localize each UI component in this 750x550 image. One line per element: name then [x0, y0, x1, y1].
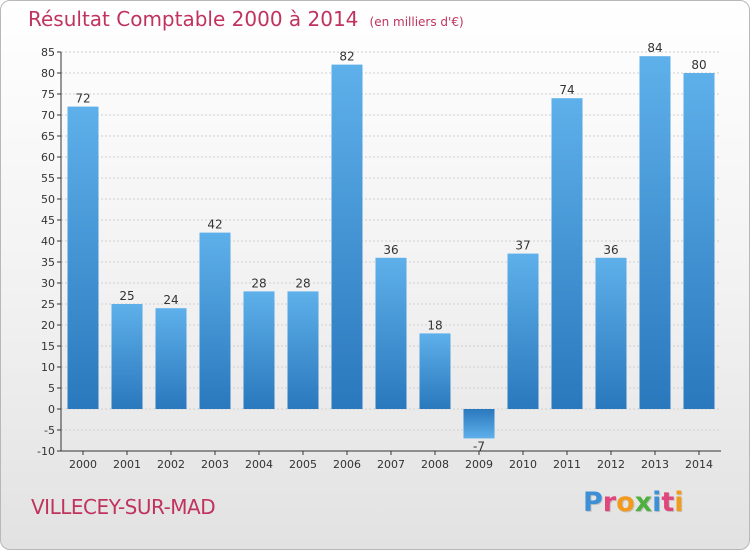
value-label-2007: 36 [383, 243, 398, 257]
x-tick-label-2002: 2002 [157, 458, 185, 471]
y-tick-label: 15 [41, 340, 55, 353]
bar-2001 [111, 304, 143, 409]
y-tick-label: 40 [41, 235, 55, 248]
value-label-2013: 84 [647, 41, 662, 55]
bar-2006 [331, 64, 363, 409]
x-tick-label-2014: 2014 [685, 458, 713, 471]
value-label-2005: 28 [295, 276, 310, 290]
logo-letter: i [674, 487, 684, 518]
bar-2011 [551, 98, 583, 409]
bar-2008 [419, 333, 451, 409]
bar-2002 [155, 308, 187, 409]
x-tick-label-2005: 2005 [289, 458, 317, 471]
logo-letter: o [616, 487, 635, 518]
labels: -10 -5 0 5 10 15 20 25 30 35 40 45 50 55 60 65 70 75 80 85 7… [37, 41, 713, 471]
x-tick-label-2001: 2001 [113, 458, 141, 471]
value-label-2011: 74 [559, 83, 574, 97]
commune-name: VILLECEY-SUR-MAD [31, 495, 216, 519]
y-tick-label: 20 [41, 319, 55, 332]
value-label-2008: 18 [427, 318, 442, 332]
chart-header: Résultat Comptable 2000 à 2014 (en milli… [28, 7, 464, 31]
y-tick-label: -5 [44, 424, 55, 437]
x-tick-label-2012: 2012 [597, 458, 625, 471]
y-tick-label: 75 [41, 88, 55, 101]
x-tick-label-2004: 2004 [245, 458, 273, 471]
bar-2013 [639, 56, 671, 409]
x-tick-label-2003: 2003 [201, 458, 229, 471]
axes [57, 51, 721, 455]
value-label-2000: 72 [75, 92, 90, 106]
x-tick-label-2006: 2006 [333, 458, 361, 471]
bar-2003 [199, 232, 231, 409]
bar-2000 [67, 106, 99, 409]
y-tick-label: 55 [41, 172, 55, 185]
value-label-2014: 80 [691, 58, 706, 72]
bar-2005 [287, 291, 319, 409]
bar-2012 [595, 257, 627, 409]
bar-2004 [243, 291, 275, 409]
y-tick-label: 65 [41, 130, 55, 143]
x-tick-label-2011: 2011 [553, 458, 581, 471]
y-tick-label: -10 [37, 445, 55, 458]
value-label-2004: 28 [251, 276, 266, 290]
x-tick-label-2008: 2008 [421, 458, 449, 471]
value-label-2009: -7 [473, 439, 485, 453]
x-tick-label-2010: 2010 [509, 458, 537, 471]
value-label-2003: 42 [207, 218, 222, 232]
chart-title: Résultat Comptable 2000 à 2014 [28, 7, 359, 31]
y-tick-label: 80 [41, 67, 55, 80]
chart-subtitle: (en milliers d'€) [369, 15, 464, 29]
x-tick-label-2007: 2007 [377, 458, 405, 471]
y-tick-label: 5 [48, 382, 55, 395]
x-tick-label-2009: 2009 [465, 458, 493, 471]
y-tick-label: 10 [41, 361, 55, 374]
logo-letter: t [661, 487, 675, 518]
value-label-2006: 82 [339, 50, 354, 64]
bar-2007 [375, 257, 407, 409]
value-label-2012: 36 [603, 243, 618, 257]
proxiti-logo[interactable]: Proxiti [583, 487, 684, 518]
x-tick-label-2013: 2013 [641, 458, 669, 471]
y-tick-label: 60 [41, 151, 55, 164]
y-tick-label: 45 [41, 214, 55, 227]
y-tick-label: 35 [41, 256, 55, 269]
bars [67, 56, 715, 439]
y-tick-label: 70 [41, 109, 55, 122]
y-tick-label: 50 [41, 193, 55, 206]
bar-2009 [463, 409, 495, 439]
bar-2014 [683, 73, 715, 409]
logo-letter: x [634, 487, 653, 518]
value-label-2010: 37 [515, 239, 530, 253]
y-tick-label: 85 [41, 46, 55, 59]
bar-2010 [507, 253, 539, 409]
y-tick-label: 25 [41, 298, 55, 311]
logo-letter: i [652, 487, 662, 518]
logo-letter: r [602, 487, 617, 518]
y-tick-label: 30 [41, 277, 55, 290]
x-tick-label-2000: 2000 [69, 458, 97, 471]
value-label-2002: 24 [163, 293, 178, 307]
y-tick-label: 0 [48, 403, 55, 416]
value-label-2001: 25 [119, 289, 134, 303]
logo-letter: P [583, 487, 603, 518]
